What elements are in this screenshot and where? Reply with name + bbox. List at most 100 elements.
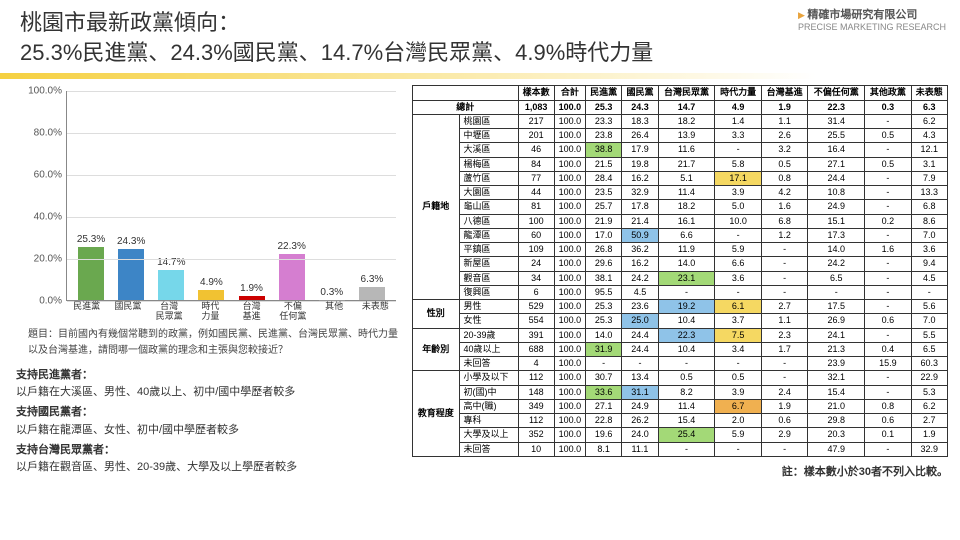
- cell: 23.8: [586, 129, 622, 143]
- cell: -: [761, 257, 808, 271]
- row-header: 八德區: [459, 214, 518, 228]
- cell: 24.2: [808, 257, 865, 271]
- cell: 391: [518, 328, 554, 342]
- cell: 100.0: [554, 314, 585, 328]
- cell: -: [658, 357, 715, 371]
- cell: 31.9: [586, 342, 622, 356]
- cell: -: [586, 357, 622, 371]
- category-cell: 戶籍地: [413, 114, 460, 299]
- cell: 38.8: [586, 143, 622, 157]
- cell: 17.5: [808, 300, 865, 314]
- cell: 25.3: [586, 100, 622, 114]
- cell: 25.4: [658, 428, 715, 442]
- col-header: 不偏任何黨: [808, 86, 865, 100]
- cell: 10.8: [808, 186, 865, 200]
- cell: -: [715, 442, 762, 456]
- cell: 50.9: [622, 228, 658, 242]
- cell: 1.9: [761, 399, 808, 413]
- cell: -: [658, 442, 715, 456]
- cell: 14.0: [808, 243, 865, 257]
- cell: 8.6: [911, 214, 947, 228]
- cell: -: [865, 171, 912, 185]
- cell: -: [865, 285, 912, 299]
- cell: 3.4: [715, 342, 762, 356]
- cell: -: [622, 357, 658, 371]
- cell: 14.0: [586, 328, 622, 342]
- cell: 100.0: [554, 428, 585, 442]
- cell: -: [865, 186, 912, 200]
- cell: 32.9: [622, 186, 658, 200]
- cell: 8.1: [586, 442, 622, 456]
- cell: -: [865, 442, 912, 456]
- cell: 2.7: [761, 300, 808, 314]
- bar: [279, 254, 305, 301]
- cell: 3.7: [715, 314, 762, 328]
- cell: 20.3: [808, 428, 865, 442]
- cell: 2.3: [761, 328, 808, 342]
- cell: 0.2: [865, 214, 912, 228]
- col-header: 合計: [554, 86, 585, 100]
- cell: 112: [518, 414, 554, 428]
- col-header: 樣本數: [518, 86, 554, 100]
- cell: 6: [518, 285, 554, 299]
- cell: 10.4: [658, 342, 715, 356]
- cell: -: [865, 143, 912, 157]
- cell: -: [761, 357, 808, 371]
- row-header: 40歲以上: [459, 342, 518, 356]
- cell: 100.0: [554, 399, 585, 413]
- question-text: 題目：目前國內有幾個常聽到的政黨，例如國民黨、民進黨、台灣民眾黨、時代力量以及台…: [28, 327, 400, 359]
- col-header: 台灣民眾黨: [658, 86, 715, 100]
- cell: 112: [518, 371, 554, 385]
- cell: 100.0: [554, 129, 585, 143]
- cell: -: [865, 228, 912, 242]
- cell: 0.6: [865, 414, 912, 428]
- cell: 21.9: [586, 214, 622, 228]
- row-header: 女性: [459, 314, 518, 328]
- cell: 100.0: [554, 186, 585, 200]
- cell: 16.4: [808, 143, 865, 157]
- category-cell: 性別: [413, 300, 460, 329]
- cell: 10.4: [658, 314, 715, 328]
- cell: 46: [518, 143, 554, 157]
- cell: 0.8: [761, 171, 808, 185]
- cell: 21.4: [622, 214, 658, 228]
- cell: 6.5: [911, 342, 947, 356]
- cell: 17.0: [586, 228, 622, 242]
- col-header: 台灣基進: [761, 86, 808, 100]
- row-total: 總計: [413, 100, 519, 114]
- row-header: 蘆竹區: [459, 171, 518, 185]
- cell: 13.4: [622, 371, 658, 385]
- cell: 29.6: [586, 257, 622, 271]
- cell: 201: [518, 129, 554, 143]
- category-cell: 教育程度: [413, 371, 460, 457]
- cell: 24.2: [622, 271, 658, 285]
- logo: ▶ 精確市場研究有限公司 PRECISE MARKETING RESEARCH: [798, 6, 946, 32]
- cell: 0.6: [761, 414, 808, 428]
- divider: [0, 73, 960, 79]
- cell: 554: [518, 314, 554, 328]
- cell: 5.6: [911, 300, 947, 314]
- bar: [158, 270, 184, 301]
- cell: 23.9: [808, 357, 865, 371]
- cell: 100.0: [554, 100, 585, 114]
- cell: 30.7: [586, 371, 622, 385]
- cell: 1,083: [518, 100, 554, 114]
- cell: 14.0: [658, 257, 715, 271]
- cell: 7.0: [911, 228, 947, 242]
- cell: 100.0: [554, 171, 585, 185]
- note-text: 以戶籍在龍潭區、女性、初中/國中學歷者較多: [16, 422, 404, 439]
- row-header: 平鎮區: [459, 243, 518, 257]
- cell: 5.0: [715, 200, 762, 214]
- cell: 217: [518, 114, 554, 128]
- cell: 100.0: [554, 143, 585, 157]
- cell: 77: [518, 171, 554, 185]
- cell: 11.6: [658, 143, 715, 157]
- cell: 8.2: [658, 385, 715, 399]
- cell: -: [865, 328, 912, 342]
- col-header: 時代力量: [715, 86, 762, 100]
- cell: 6.2: [911, 114, 947, 128]
- cell: 100.0: [554, 342, 585, 356]
- cell: 100.0: [554, 271, 585, 285]
- cell: 22.3: [808, 100, 865, 114]
- cell: 5.5: [911, 328, 947, 342]
